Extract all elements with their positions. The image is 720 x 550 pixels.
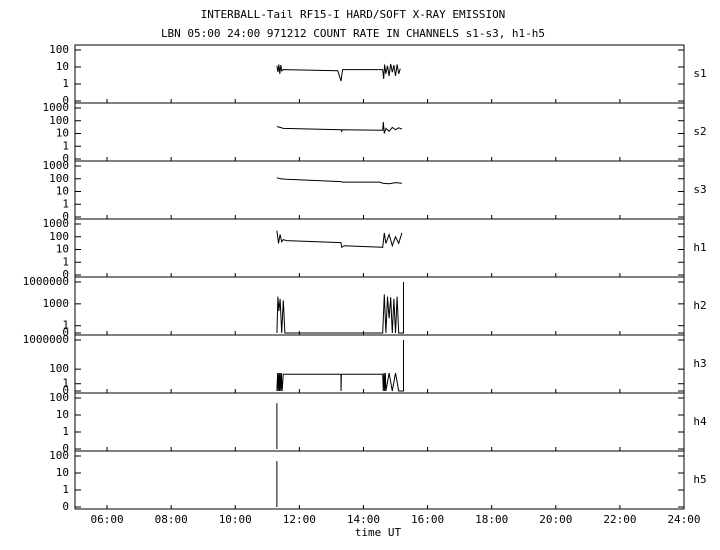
y-tick-label: 0: [62, 268, 69, 281]
panel-label: s1: [693, 67, 706, 80]
y-tick-label: 10: [56, 60, 69, 73]
x-tick-label: 20:00: [539, 513, 572, 526]
panel-frame: [74, 334, 685, 394]
y-tick-label: 100: [49, 172, 69, 185]
y-tick-label: 1000000: [23, 275, 69, 288]
data-line: [276, 340, 404, 392]
y-tick-label: 100: [49, 114, 69, 127]
panel-label: s2: [693, 125, 706, 138]
panel-label: h3: [693, 357, 706, 370]
x-tick-label: 22:00: [603, 513, 636, 526]
y-tick-label: 10: [56, 185, 69, 198]
y-tick-label: 100: [49, 362, 69, 375]
panel-frame: [74, 392, 685, 452]
y-tick-label: 1000: [43, 297, 70, 310]
y-tick-label: 1: [62, 483, 69, 496]
panel-label: h1: [693, 241, 706, 254]
y-tick-label: 1: [62, 139, 69, 152]
x-tick-label: 24:00: [667, 513, 700, 526]
y-tick-label: 0: [62, 152, 69, 165]
y-tick-label: 0: [62, 94, 69, 107]
y-tick-label: 1000: [43, 101, 70, 114]
y-tick-label: 1: [62, 255, 69, 268]
x-tick-label: 14:00: [347, 513, 380, 526]
panel-frame: [74, 44, 685, 104]
x-tick-label: 06:00: [90, 513, 123, 526]
chart-subtitle: LBN 05:00 24:00 971212 COUNT RATE IN CHA…: [161, 27, 545, 40]
data-line: [276, 121, 403, 134]
y-tick-label: 1: [62, 197, 69, 210]
panel-frame: [74, 102, 685, 162]
x-tick-label: 16:00: [411, 513, 444, 526]
x-tick-label: 08:00: [155, 513, 188, 526]
y-tick-label: 0: [62, 500, 69, 513]
panel-label: h5: [693, 473, 706, 486]
panel-frame: [74, 276, 685, 336]
chart-title: INTERBALL-Tail RF15-I HARD/SOFT X-RAY EM…: [201, 8, 506, 21]
y-tick-label: 1: [62, 377, 69, 390]
x-tick-label: 12:00: [283, 513, 316, 526]
panel-frame: [74, 450, 685, 510]
y-tick-label: 1: [62, 319, 69, 332]
y-tick-label: 1000: [43, 159, 70, 172]
y-tick-label: 100: [49, 391, 69, 404]
panel-frame: [74, 160, 685, 220]
y-tick-label: 1000000: [23, 333, 69, 346]
y-tick-label: 1: [62, 77, 69, 90]
y-tick-label: 100: [49, 230, 69, 243]
y-tick-label: 10: [56, 243, 69, 256]
data-line: [276, 177, 402, 185]
x-tick-label: 18:00: [475, 513, 508, 526]
panel-label: h4: [693, 415, 707, 428]
y-tick-label: 1000: [43, 217, 70, 230]
data-line: [276, 63, 401, 82]
y-tick-label: 10: [56, 127, 69, 140]
y-tick-label: 10: [56, 408, 69, 421]
x-tick-label: 10:00: [219, 513, 252, 526]
y-tick-label: 0: [62, 326, 69, 339]
y-tick-label: 0: [62, 210, 69, 223]
data-line: [276, 230, 403, 249]
x-axis-label: time UT: [355, 526, 402, 539]
panel-frame: [74, 218, 685, 278]
y-tick-label: 1: [62, 425, 69, 438]
y-tick-label: 0: [62, 384, 69, 397]
y-tick-label: 10: [56, 466, 69, 479]
y-tick-label: 100: [49, 43, 69, 56]
panel-label: s3: [693, 183, 706, 196]
panel-label: h2: [693, 299, 706, 312]
y-tick-label: 100: [49, 449, 69, 462]
y-tick-label: 0: [62, 442, 69, 455]
data-line: [276, 282, 404, 334]
